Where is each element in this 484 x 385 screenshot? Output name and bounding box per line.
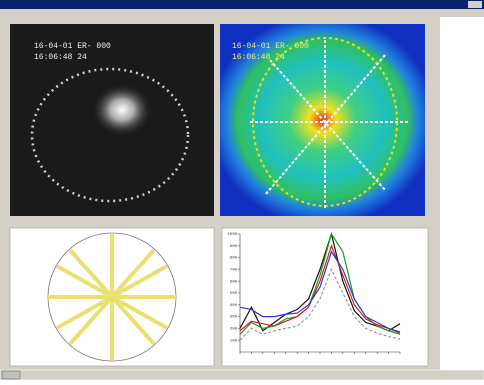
y-tick-label: 400 [230,304,238,308]
overlay-time: 16:06:48 24 [232,53,285,62]
overlay-date: 16-04-01 ER- 000 [232,42,309,51]
y-tick-label: 800 [230,257,238,261]
overlay-date: 16-04-01 ER- 000 [34,42,111,51]
y-tick-label: 100 [230,339,238,343]
y-tick-label: 200 [230,327,238,331]
y-tick-label: 500 [230,292,238,296]
overlay-time: 16:06:48 24 [34,53,87,62]
y-tick-label: 300 [230,316,238,320]
image-glow [92,84,152,136]
y-tick-label: 1000 [227,233,237,237]
menu-bar [0,9,484,17]
start-button[interactable] [2,371,20,379]
title-bar [0,0,484,9]
taskbar [0,370,484,380]
y-tick-label: 600 [230,280,238,284]
y-tick-label: 900 [230,245,238,249]
y-tick-label: 700 [230,268,238,272]
chart-panel [222,228,428,366]
screen: 16-04-01 ER- 000 16:06:48 24 16-04-01 ER… [0,0,484,380]
window-buttons[interactable] [468,1,482,8]
